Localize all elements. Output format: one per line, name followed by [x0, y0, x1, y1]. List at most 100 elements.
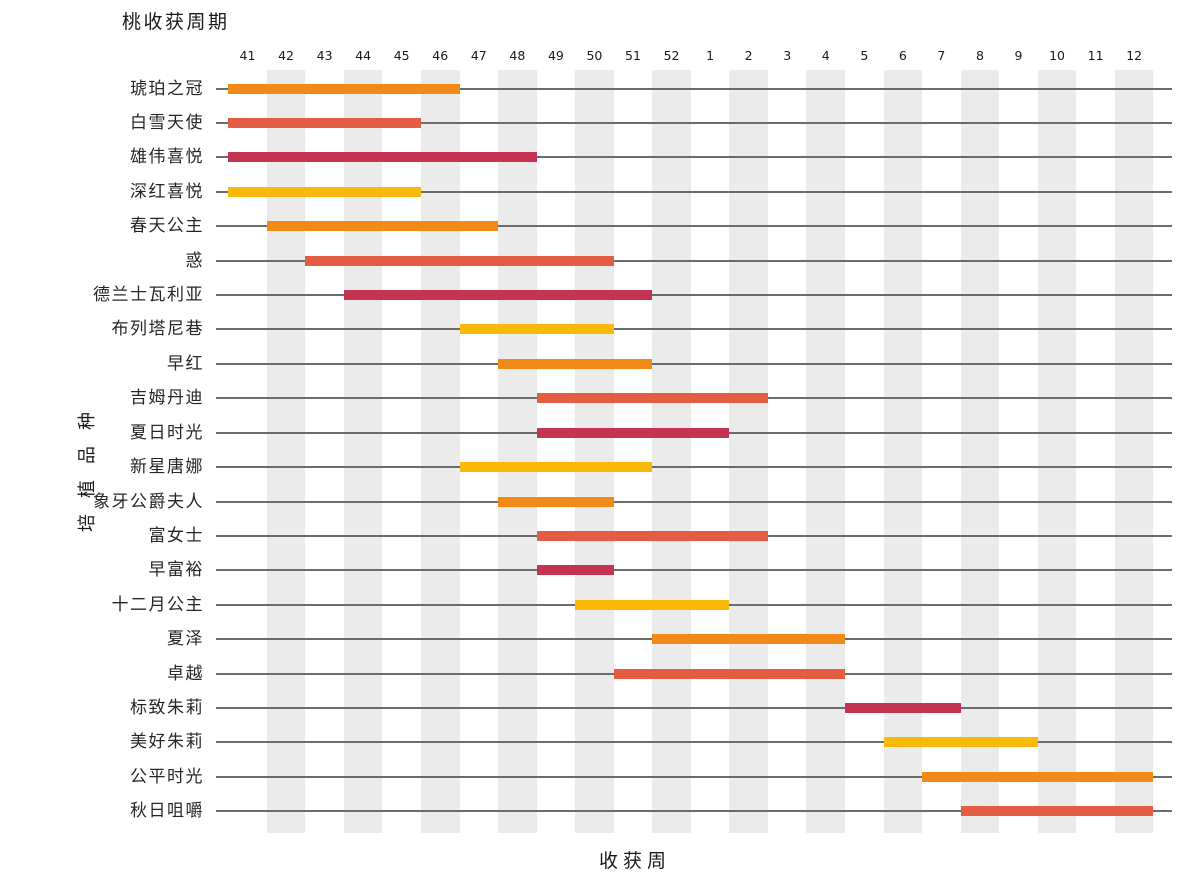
- row-gridline: [216, 225, 1172, 228]
- variety-label: 夏日时光: [130, 422, 204, 442]
- week-axis: 41 42 43 44 45 46 47 48 49 50 51 52 1 2 3 4 5 6 7 8 9 10 11 12: [216, 46, 1172, 66]
- row-gridline: [216, 810, 1172, 813]
- harvest-bar: [266, 221, 499, 232]
- row-gridline: [216, 328, 1172, 331]
- week-tick-label: 43: [316, 48, 333, 63]
- harvest-bar: [575, 599, 730, 610]
- week-tick-label: 46: [432, 48, 449, 63]
- harvest-bar: [536, 427, 730, 438]
- even-week-band: [960, 70, 1000, 833]
- week-tick-label: 50: [586, 48, 603, 63]
- week-tick-label: 45: [393, 48, 410, 63]
- chart-title: 桃收获周期: [122, 12, 230, 33]
- harvest-bar: [536, 530, 768, 541]
- week-tick-label: 10: [1049, 48, 1065, 63]
- variety-label: 布列塔尼巷: [111, 319, 204, 339]
- row-gridline: [216, 500, 1172, 503]
- variety-label: 早富裕: [148, 560, 204, 580]
- even-week-band: [729, 70, 768, 833]
- x-axis-label: 收获周: [598, 851, 671, 872]
- even-week-band: [498, 70, 537, 833]
- harvest-bar: [536, 565, 614, 576]
- even-week-band: [1114, 70, 1154, 833]
- week-tick-label: 1: [706, 48, 715, 63]
- variety-label: 夏泽: [167, 629, 204, 649]
- week-tick-label: 8: [975, 48, 984, 63]
- week-tick-label: 11: [1087, 48, 1104, 63]
- week-tick-label: 48: [509, 48, 526, 63]
- variety-label: 美好朱莉: [130, 732, 204, 752]
- week-tick-label: 9: [1014, 48, 1023, 63]
- variety-label: 标致朱莉: [130, 698, 204, 718]
- row-gridline: [216, 362, 1172, 365]
- harvest-bar: [613, 668, 846, 679]
- row-gridline: [216, 707, 1172, 710]
- week-tick-label: 52: [663, 48, 680, 63]
- harvest-bar: [459, 324, 614, 335]
- week-tick-label: 4: [821, 48, 830, 63]
- harvest-bar: [305, 255, 614, 266]
- row-gridline: [216, 121, 1172, 124]
- harvest-bar: [228, 152, 537, 163]
- even-week-band: [806, 70, 846, 833]
- week-tick-label: 3: [783, 48, 792, 63]
- row-gridline: [216, 775, 1172, 778]
- harvest-bar: [228, 83, 460, 94]
- week-tick-label: 5: [860, 48, 869, 63]
- harvest-bar: [498, 496, 614, 507]
- week-tick-label: 2: [744, 48, 753, 63]
- plot-area: [216, 70, 1172, 833]
- week-tick-label: 6: [898, 48, 907, 63]
- variety-label-column: 琥珀之冠白雪天使雄伟喜悦深红喜悦春天公主惑德兰士瓦利亚布列塔尼巷早红吉姆丹迪夏日…: [0, 70, 204, 833]
- row-gridline: [216, 259, 1172, 262]
- variety-label: 象牙公爵夫人: [93, 491, 204, 511]
- even-week-band: [1037, 70, 1077, 833]
- harvest-bar: [343, 290, 653, 301]
- week-tick-label: 41: [239, 48, 256, 63]
- row-gridline: [216, 294, 1172, 297]
- variety-label: 雄伟喜悦: [130, 147, 204, 167]
- variety-label: 新星唐娜: [130, 457, 204, 477]
- variety-label: 富女士: [148, 525, 204, 545]
- variety-label: 公平时光: [130, 766, 204, 786]
- harvest-bar: [883, 737, 1038, 748]
- variety-label: 德兰士瓦利亚: [93, 285, 204, 305]
- variety-label: 琥珀之冠: [130, 78, 204, 98]
- row-gridline: [216, 466, 1172, 469]
- variety-label: 卓越: [167, 663, 204, 683]
- variety-label: 秋日咀嚼: [130, 801, 204, 821]
- variety-label: 惑: [185, 250, 204, 270]
- variety-label: 吉姆丹迪: [130, 388, 204, 408]
- week-tick-label: 44: [355, 48, 372, 63]
- week-tick-label: 47: [470, 48, 487, 63]
- variety-label: 白雪天使: [130, 112, 204, 132]
- even-week-band: [420, 70, 460, 833]
- row-gridline: [216, 87, 1172, 90]
- even-week-band: [652, 70, 691, 833]
- harvest-bar: [459, 462, 653, 473]
- variety-label: 春天公主: [130, 216, 204, 236]
- week-tick-label: 49: [547, 48, 564, 63]
- harvest-bar: [922, 771, 1154, 782]
- week-tick-label: 12: [1126, 48, 1143, 63]
- variety-label: 十二月公主: [111, 594, 204, 614]
- even-week-band: [883, 70, 923, 833]
- harvest-bar: [960, 806, 1154, 817]
- row-gridline: [216, 190, 1172, 193]
- harvest-bar: [228, 186, 421, 197]
- row-gridline: [216, 156, 1172, 159]
- variety-label: 深红喜悦: [130, 181, 204, 201]
- row-gridline: [216, 569, 1172, 572]
- harvest-bar: [498, 358, 653, 369]
- harvest-bar: [536, 393, 768, 404]
- week-tick-label: 51: [625, 48, 641, 63]
- week-tick-label: 7: [937, 48, 946, 63]
- even-week-band: [575, 70, 614, 833]
- harvest-bar: [845, 703, 961, 714]
- variety-label: 早红: [167, 353, 204, 373]
- even-week-band: [343, 70, 383, 833]
- harvest-bar: [228, 117, 421, 128]
- even-week-band: [266, 70, 306, 833]
- row-gridline: [216, 741, 1172, 744]
